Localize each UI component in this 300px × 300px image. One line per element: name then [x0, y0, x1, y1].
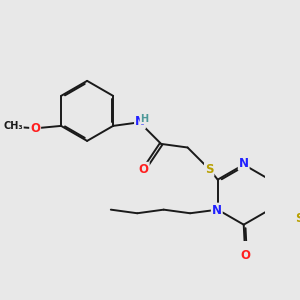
Text: O: O	[30, 122, 40, 135]
Text: CH₃: CH₃	[3, 121, 23, 131]
Text: N: N	[212, 204, 222, 217]
Text: H: H	[140, 114, 148, 124]
Text: S: S	[205, 163, 213, 176]
Text: N: N	[239, 157, 249, 170]
Text: O: O	[240, 249, 250, 262]
Text: S: S	[295, 212, 300, 225]
Text: N: N	[135, 115, 145, 128]
Text: O: O	[139, 163, 149, 176]
